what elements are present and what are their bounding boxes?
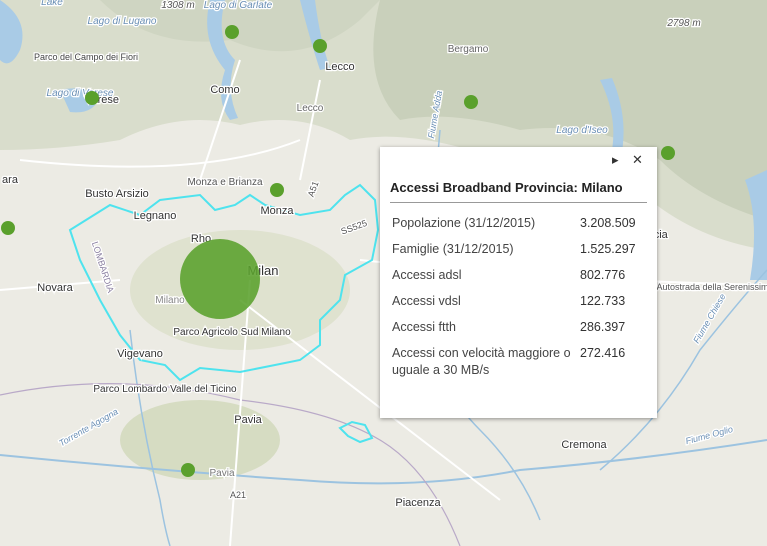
place-label: Monza e Brianza: [187, 177, 262, 188]
river: [0, 439, 767, 485]
region-border: [0, 383, 461, 546]
place-label: Parco Lombardo Valle del Ticino: [93, 384, 237, 395]
popup-row: Popolazione (31/12/2015) 3.208.509: [390, 211, 647, 237]
place-label: Monza: [260, 205, 294, 217]
popup-close[interactable]: ✕: [632, 152, 643, 167]
field-label: Accessi con velocità maggiore o uguale a…: [392, 346, 571, 377]
field-label: Accessi adsl: [392, 268, 462, 282]
popup-row: Accessi con velocità maggiore o uguale a…: [390, 341, 647, 384]
field-value: 802.776: [580, 268, 626, 282]
place-label: Lago di Lugano: [88, 16, 157, 27]
popup-next[interactable]: ▸: [612, 152, 619, 167]
field-label: Accessi vdsl: [392, 294, 461, 308]
popup: ▸ ✕ Accessi Broadband Provincia: Milano …: [380, 147, 657, 418]
place-label: Lago di Garlate: [204, 0, 273, 11]
popup-row: Accessi vdsl 122.733: [390, 289, 647, 315]
place-label: 1308 m: [161, 0, 194, 11]
province-symbol[interactable]: [1, 221, 15, 235]
place-label: Vigevano: [117, 348, 163, 360]
place-label: Lecco: [325, 61, 354, 73]
place-label: Autostrada della Serenissima: [656, 282, 767, 292]
river: [129, 329, 171, 546]
field-value: 1.525.297: [580, 242, 636, 256]
place-label: Lago d'Iseo: [556, 125, 608, 136]
province-symbol[interactable]: [661, 146, 675, 160]
popup-title: Accessi Broadband Provincia: Milano: [390, 180, 647, 203]
lake: [0, 0, 23, 64]
place-label: Como: [210, 84, 239, 96]
province-boundary: [338, 420, 374, 444]
place-label: Milano: [155, 295, 185, 306]
place-label: Busto Arsizio: [85, 188, 149, 200]
field-value: 286.397: [580, 320, 626, 334]
place-label: Legnano: [134, 210, 177, 222]
field-label: Accessi ftth: [392, 320, 456, 334]
place-label: A21: [230, 490, 246, 500]
place-label: Lecco: [297, 103, 324, 114]
place-label: Parco Agricolo Sud Milano: [173, 327, 291, 338]
place-label: Cremona: [561, 439, 607, 451]
place-label: 2798 m: [666, 18, 700, 29]
place-label: Pavia: [234, 414, 262, 426]
popup-row: Accessi ftth 286.397: [390, 315, 647, 341]
field-value: 122.733: [580, 294, 626, 308]
province-symbol[interactable]: [225, 25, 239, 39]
place-label: Bergamo: [448, 44, 489, 55]
field-value: 3.208.509: [580, 216, 636, 230]
province-symbol[interactable]: [270, 183, 284, 197]
field-label: Famiglie (31/12/2015): [392, 242, 514, 256]
province-symbol[interactable]: [181, 463, 195, 477]
place-label: ara: [2, 174, 19, 186]
mountain-area: [373, 0, 767, 220]
milano-symbol[interactable]: [180, 239, 260, 319]
place-label: Lake: [41, 0, 63, 8]
province-symbol[interactable]: [85, 91, 99, 105]
field-label: Popolazione (31/12/2015): [392, 216, 536, 230]
province-symbol[interactable]: [464, 95, 478, 109]
field-value: 272.416: [580, 346, 626, 360]
place-label: Piacenza: [395, 497, 441, 509]
province-boundary: [68, 183, 380, 382]
lake: [600, 78, 624, 162]
place-label: Novara: [37, 282, 73, 294]
popup-row: Famiglie (31/12/2015) 1.525.297: [390, 237, 647, 263]
popup-table: Popolazione (31/12/2015) 3.208.509 Famigli…: [390, 211, 647, 384]
place-label: Pavia: [209, 468, 234, 479]
river: [599, 269, 767, 471]
place-label: Parco del Campo dei Fiori: [34, 52, 138, 62]
popup-row: Accessi adsl 802.776: [390, 263, 647, 289]
lake: [745, 170, 767, 280]
province-symbol[interactable]: [313, 39, 327, 53]
